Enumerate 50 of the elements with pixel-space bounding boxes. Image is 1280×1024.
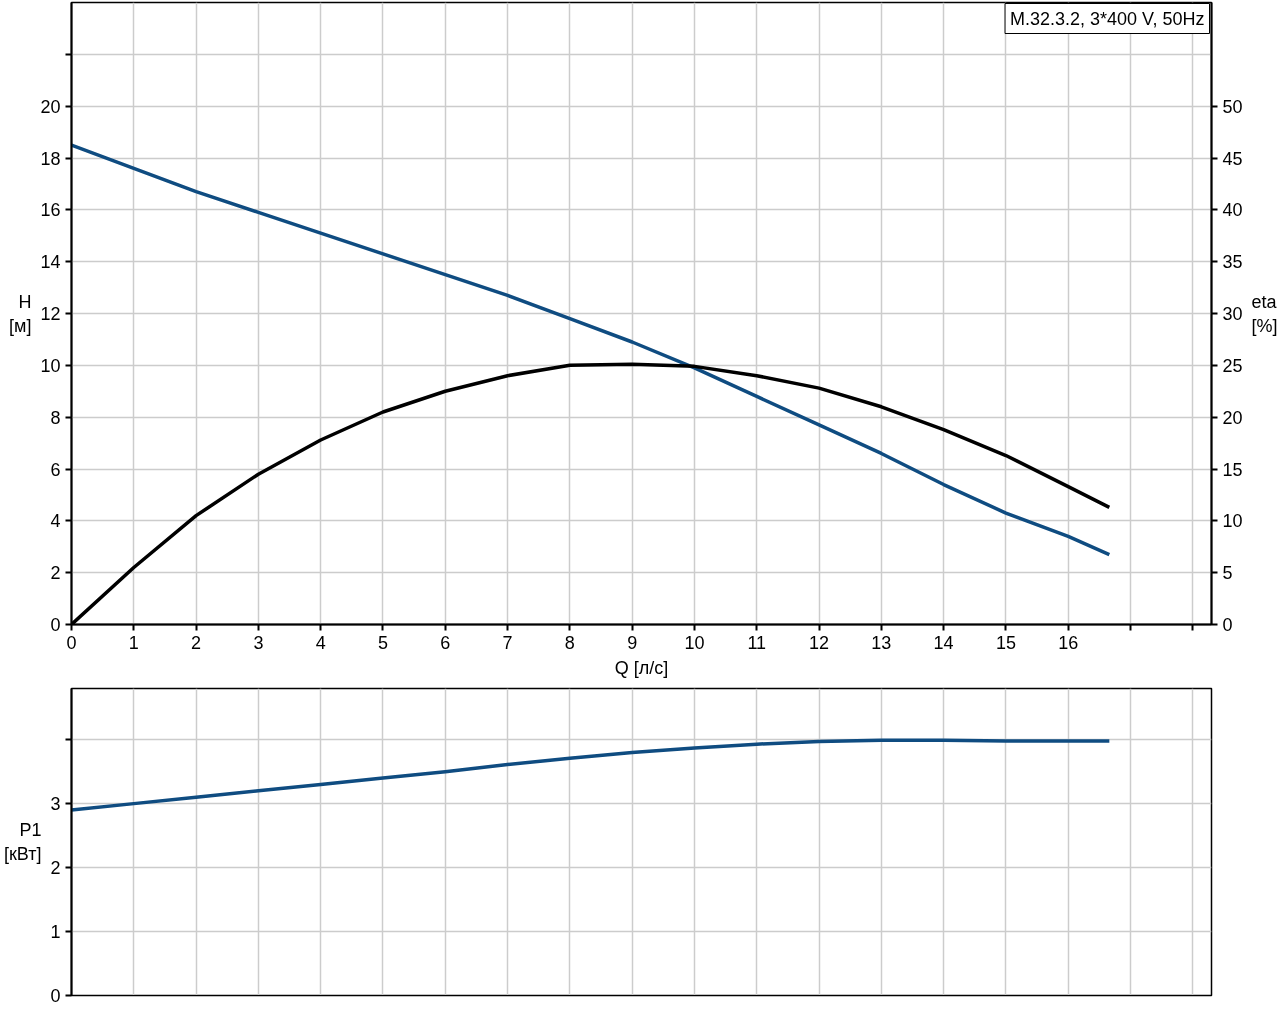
y2-tick-label: 40	[1222, 200, 1243, 221]
y-axis-title: P1 [кВт]	[3, 820, 42, 864]
y2-tick-label: 15	[1222, 459, 1243, 480]
y2-tick-label: 45	[1222, 148, 1243, 169]
x-tick-label: 16	[1058, 632, 1079, 653]
x-tick-label: 2	[191, 632, 202, 653]
y-tick-label: 2	[50, 563, 61, 584]
x-tick-label: 11	[747, 632, 767, 653]
y2-tick-label: 0	[1222, 615, 1233, 635]
line-series	[71, 738, 1112, 812]
x-axis-title: Q [л/с]	[614, 657, 669, 678]
x-tick-label: 7	[502, 632, 513, 653]
y2-tick-label: 25	[1222, 355, 1243, 376]
y2-tick-label: 35	[1222, 252, 1243, 273]
y-tick-label: 1	[50, 922, 61, 943]
y2-tick-label: 10	[1222, 511, 1243, 532]
y-tick-label: 2	[50, 858, 61, 879]
y2-tick-label: 30	[1222, 304, 1243, 324]
y-tick-label: 0	[50, 986, 61, 1006]
y2-tick-label: 5	[1222, 563, 1233, 584]
y-tick-label: 10	[40, 355, 61, 376]
y-tick-label: 20	[40, 96, 61, 117]
y-axis-title: H [м]	[9, 291, 32, 336]
x-tick-label: 15	[995, 632, 1016, 653]
y-tick-label: 8	[50, 407, 61, 428]
y2-tick-label: 50	[1222, 96, 1243, 117]
annotation: M.32.3.2, 3*400 V, 50Hz	[1010, 8, 1205, 29]
y-tick-label: 6	[50, 459, 61, 480]
y-tick-label: 3	[50, 794, 61, 815]
y2-axis-title: eta [%]	[1251, 291, 1278, 336]
line-series	[71, 143, 1112, 557]
x-tick-label: 6	[440, 632, 451, 653]
x-tick-label: 1	[128, 632, 139, 653]
x-tick-label: 13	[871, 632, 892, 653]
x-tick-label: 10	[684, 632, 705, 653]
y-tick-label: 4	[50, 511, 61, 532]
x-tick-label: 4	[315, 632, 326, 653]
x-tick-label: 0	[66, 632, 77, 653]
y-tick-label: 16	[40, 200, 61, 221]
x-tick-label: 5	[377, 632, 388, 653]
y-tick-label: 14	[40, 252, 61, 273]
y-tick-label: 12	[40, 304, 61, 324]
y2-tick-label: 20	[1222, 407, 1243, 428]
x-tick-label: 3	[253, 632, 264, 653]
y-tick-label: 18	[40, 148, 61, 169]
x-tick-label: 9	[627, 632, 638, 653]
y-tick-label: 0	[50, 615, 61, 635]
x-tick-label: 14	[933, 632, 954, 653]
x-tick-label: 8	[564, 632, 575, 653]
x-tick-label: 12	[809, 632, 830, 653]
